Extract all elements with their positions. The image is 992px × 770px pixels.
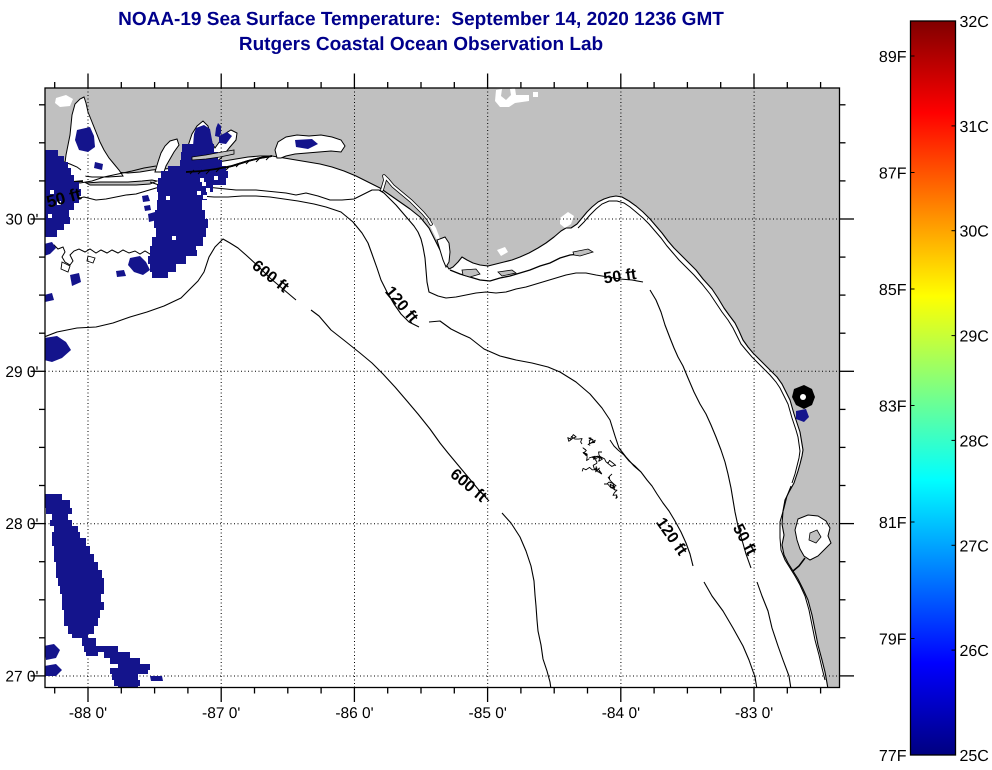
svg-text:29 0': 29 0' xyxy=(5,364,38,381)
svg-text:-86 0': -86 0' xyxy=(335,705,373,722)
svg-text:-87 0': -87 0' xyxy=(202,705,240,722)
svg-text:NOAA-19 Sea Surface Temperatur: NOAA-19 Sea Surface Temperature: Septemb… xyxy=(118,9,724,30)
svg-text:31C: 31C xyxy=(960,119,989,136)
svg-text:79F: 79F xyxy=(879,632,907,649)
svg-text:26C: 26C xyxy=(960,643,989,660)
svg-text:27C: 27C xyxy=(960,538,989,555)
svg-text:83F: 83F xyxy=(879,399,907,416)
svg-text:25C: 25C xyxy=(960,748,989,765)
svg-text:Rutgers Coastal Ocean Observat: Rutgers Coastal Ocean Observation Lab xyxy=(239,34,603,55)
svg-text:50 ft: 50 ft xyxy=(602,266,638,288)
svg-text:28C: 28C xyxy=(960,433,989,450)
svg-text:32C: 32C xyxy=(960,14,989,31)
svg-text:81F: 81F xyxy=(879,515,907,532)
svg-text:87F: 87F xyxy=(879,166,907,183)
svg-text:30C: 30C xyxy=(960,224,989,241)
svg-text:77F: 77F xyxy=(879,748,907,765)
svg-text:30 0': 30 0' xyxy=(5,212,38,229)
svg-text:85F: 85F xyxy=(879,282,907,299)
svg-text:28 0': 28 0' xyxy=(5,516,38,533)
svg-text:29C: 29C xyxy=(960,329,989,346)
svg-text:-85 0': -85 0' xyxy=(469,705,507,722)
svg-text:27 0': 27 0' xyxy=(5,669,38,686)
svg-text:-84 0': -84 0' xyxy=(602,705,640,722)
svg-text:-88 0': -88 0' xyxy=(69,705,107,722)
svg-text:89F: 89F xyxy=(879,49,907,66)
svg-text:-83 0': -83 0' xyxy=(735,705,773,722)
